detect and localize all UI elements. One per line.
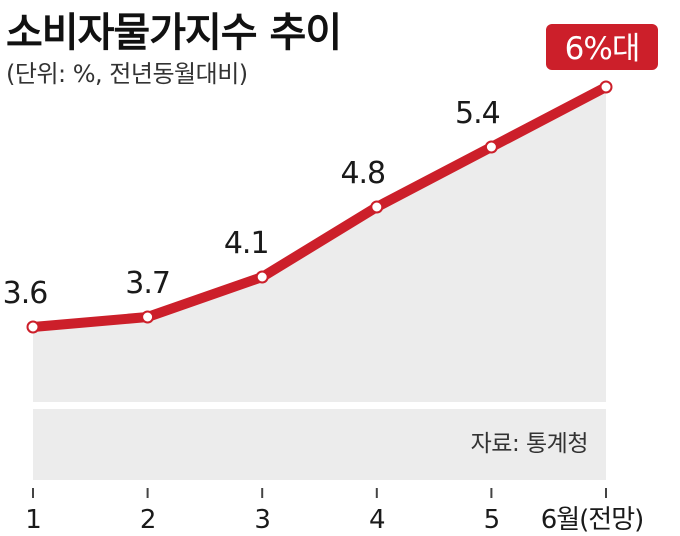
chart-title: 소비자물가지수 추이 (6, 10, 342, 56)
series-line (28, 82, 611, 332)
x-tick-label-1: 1 (25, 505, 41, 535)
source-note: 자료: 통계청 (470, 431, 589, 457)
data-label-3: 4.1 (224, 226, 269, 261)
data-label-4: 4.8 (340, 156, 385, 191)
x-tick-label-4: 4 (369, 505, 385, 535)
x-tick-label-5: 5 (484, 505, 500, 535)
data-label-1: 3.6 (3, 276, 48, 311)
data-label-5: 5.4 (455, 96, 500, 131)
x-tick-label-3: 3 (254, 505, 270, 535)
x-tick-label-6: 6월(전망) (541, 505, 644, 535)
x-tick-label-2: 2 (140, 505, 156, 535)
data-point-3 (255, 270, 269, 284)
data-label-2: 3.7 (125, 266, 170, 301)
highlight-badge (546, 24, 658, 70)
data-point-5 (484, 140, 498, 154)
data-point-6 (599, 80, 613, 94)
chart-subtitle: (단위: %, 전년동월대비) (6, 60, 248, 88)
data-point-2 (141, 310, 155, 324)
highlight-badge-label: 6%대 (565, 31, 640, 67)
source-panel (33, 409, 606, 480)
data-point-4 (370, 200, 384, 214)
data-point-1 (26, 320, 40, 334)
